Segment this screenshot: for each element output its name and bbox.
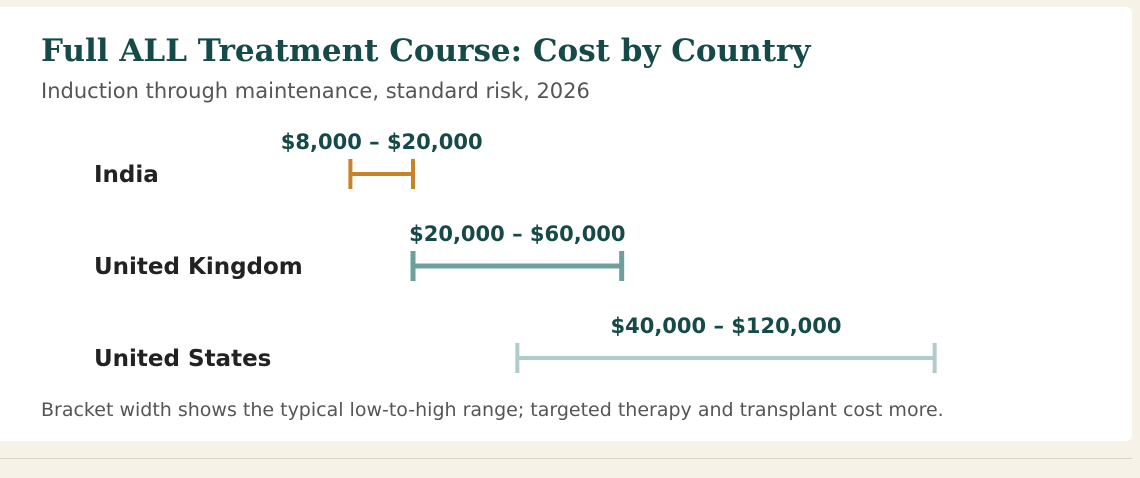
range-label-india: $8,000 – $20,000 bbox=[281, 130, 483, 154]
country-label-india: India bbox=[94, 162, 159, 188]
range-label-united-kingdom: $20,000 – $60,000 bbox=[409, 222, 625, 246]
chart-title: Full ALL Treatment Course: Cost by Count… bbox=[41, 33, 811, 69]
chart-subtitle: Induction through maintenance, standard … bbox=[41, 79, 590, 103]
range-label-united-states: $40,000 – $120,000 bbox=[610, 314, 841, 338]
country-label-united-states: United States bbox=[94, 346, 271, 372]
country-label-united-kingdom: United Kingdom bbox=[94, 254, 303, 280]
bottom-divider bbox=[0, 458, 1132, 459]
chart-card bbox=[0, 7, 1132, 441]
chart-footnote: Bracket width shows the typical low-to-h… bbox=[41, 399, 944, 421]
